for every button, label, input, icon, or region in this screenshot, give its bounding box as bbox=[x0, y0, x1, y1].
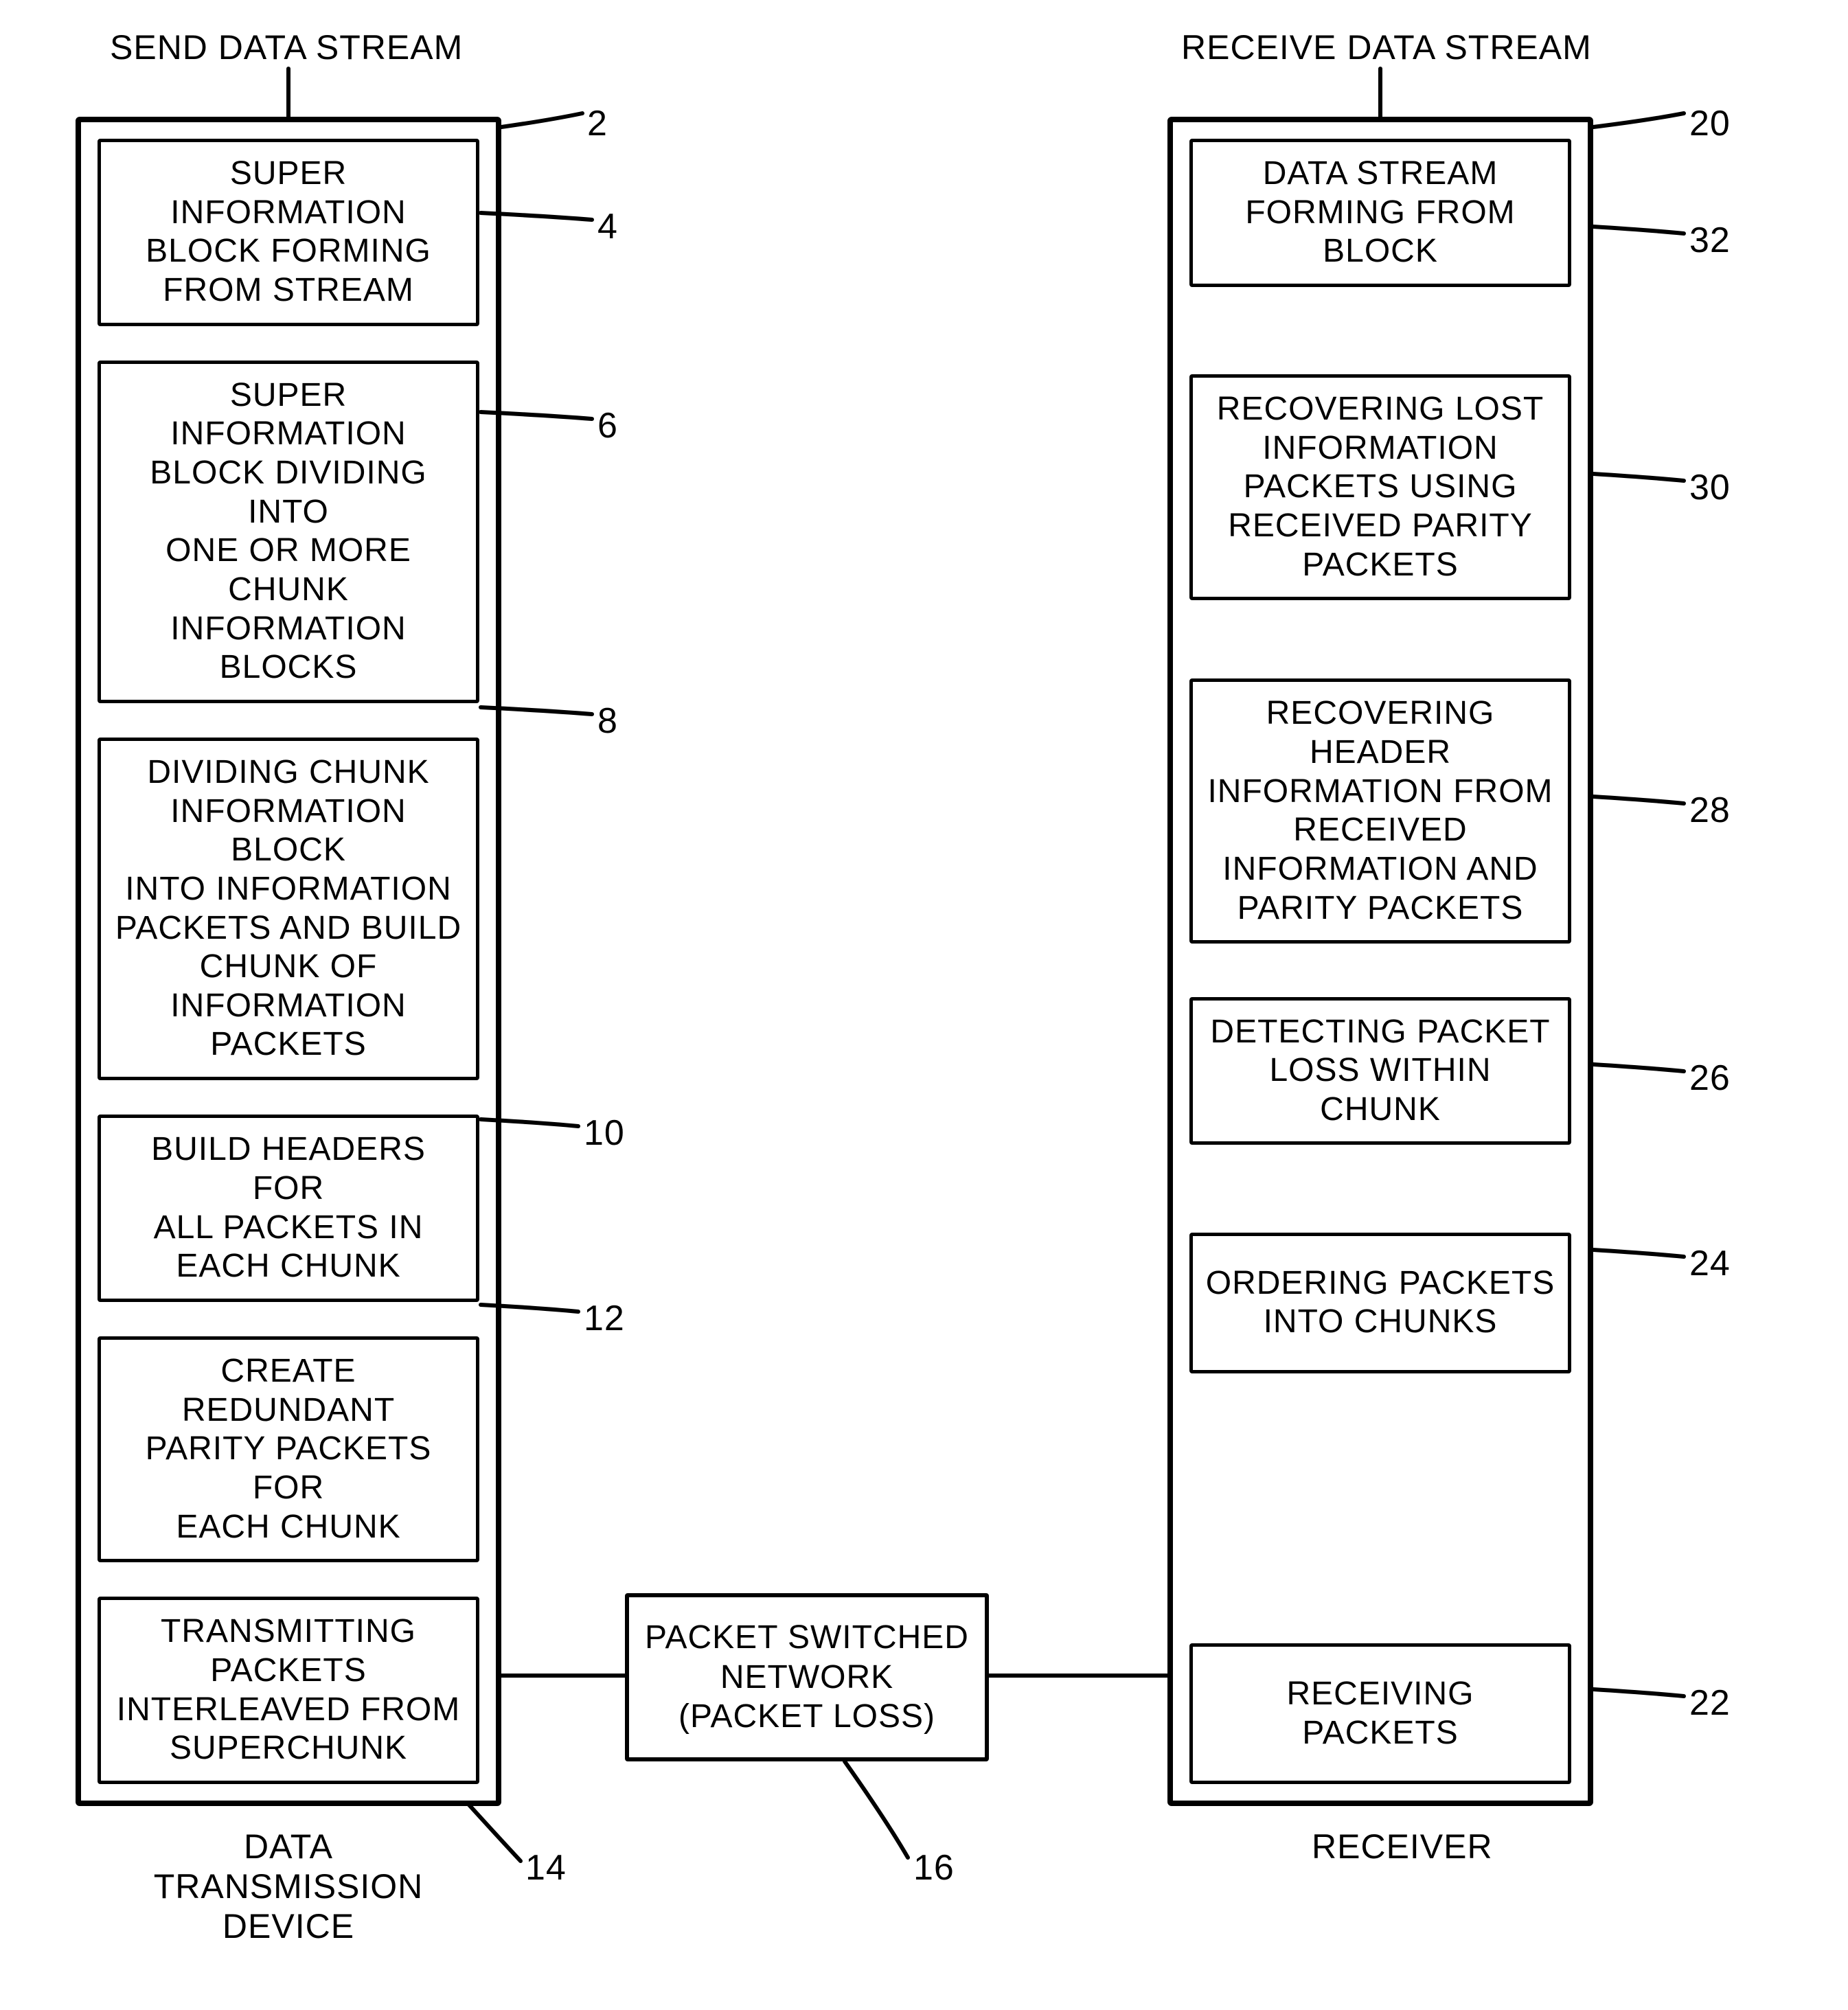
ref-tx-box-4: 12 bbox=[584, 1298, 625, 1339]
rx-box-4: ORDERING PACKETS INTO CHUNKS bbox=[1189, 1233, 1571, 1373]
ref-tx-box-2: 8 bbox=[597, 700, 618, 742]
rx-box-0: DATA STREAM FORMING FROM BLOCK bbox=[1189, 139, 1571, 287]
ref-rx-box-4: 24 bbox=[1689, 1243, 1731, 1284]
ref-rx-box-3: 26 bbox=[1689, 1058, 1731, 1099]
ref-tx-box-3: 10 bbox=[584, 1112, 625, 1154]
ref-receiver-column: 20 bbox=[1689, 103, 1731, 144]
tx-box-0: SUPER INFORMATION BLOCK FORMING FROM STR… bbox=[98, 139, 479, 326]
receiver-label: RECEIVER bbox=[1312, 1827, 1493, 1866]
transmitter-label: DATA TRANSMISSION DEVICE bbox=[117, 1827, 460, 1946]
rx-box-1: RECOVERING LOST INFORMATION PACKETS USIN… bbox=[1189, 374, 1571, 600]
ref-tx-box-0: 4 bbox=[597, 206, 618, 247]
ref-rx-box-5: 22 bbox=[1689, 1682, 1731, 1724]
rx-box-5: RECEIVING PACKETS bbox=[1189, 1643, 1571, 1784]
tx-box-4: CREATE REDUNDANT PARITY PACKETS FOR EACH… bbox=[98, 1336, 479, 1562]
send-title: SEND DATA STREAM bbox=[110, 27, 463, 67]
network-text: PACKET SWITCHED NETWORK (PACKET LOSS) bbox=[645, 1618, 969, 1737]
tx-box-2: DIVIDING CHUNK INFORMATION BLOCK INTO IN… bbox=[98, 738, 479, 1080]
ref-network: 16 bbox=[913, 1847, 955, 1888]
ref-tx-box-5: 14 bbox=[525, 1847, 567, 1888]
tx-box-5: TRANSMITTING PACKETS INTERLEAVED FROM SU… bbox=[98, 1597, 479, 1784]
rx-box-2: RECOVERING HEADER INFORMATION FROM RECEI… bbox=[1189, 678, 1571, 944]
ref-transmitter-column: 2 bbox=[587, 103, 608, 144]
tx-box-1: SUPER INFORMATION BLOCK DIVIDING INTO ON… bbox=[98, 361, 479, 703]
receiver-column: DATA STREAM FORMING FROM BLOCK RECOVERING… bbox=[1167, 117, 1593, 1806]
transmitter-column: SUPER INFORMATION BLOCK FORMING FROM STR… bbox=[76, 117, 501, 1806]
ref-rx-box-0: 32 bbox=[1689, 220, 1731, 261]
rx-box-3: DETECTING PACKET LOSS WITHIN CHUNK bbox=[1189, 997, 1571, 1145]
network-box: PACKET SWITCHED NETWORK (PACKET LOSS) bbox=[625, 1593, 989, 1761]
tx-box-3: BUILD HEADERS FOR ALL PACKETS IN EACH CH… bbox=[98, 1115, 479, 1302]
ref-rx-box-1: 30 bbox=[1689, 467, 1731, 508]
receive-title: RECEIVE DATA STREAM bbox=[1181, 27, 1592, 67]
ref-rx-box-2: 28 bbox=[1689, 790, 1731, 831]
ref-tx-box-1: 6 bbox=[597, 405, 618, 446]
